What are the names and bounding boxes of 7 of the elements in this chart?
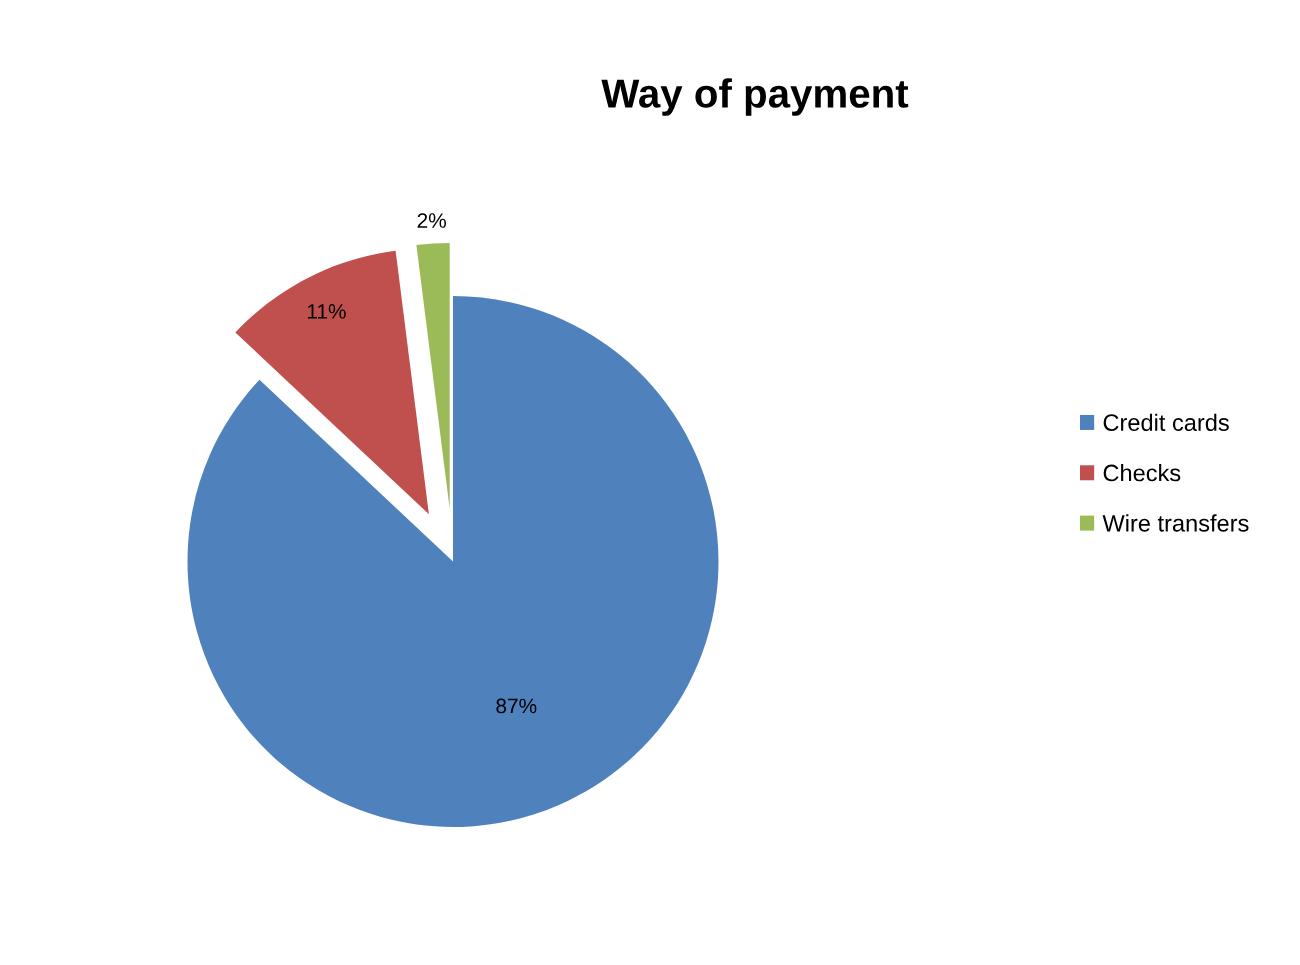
legend-label: Wire transfers xyxy=(1102,514,1249,532)
legend-label: Checks xyxy=(1103,463,1181,482)
data-label: 2% xyxy=(417,213,446,228)
legend-label: Credit cards xyxy=(1103,413,1229,431)
data-label: 87% xyxy=(496,698,537,714)
data-label: 11% xyxy=(307,304,346,319)
chart-title: Way of payment xyxy=(601,78,909,116)
